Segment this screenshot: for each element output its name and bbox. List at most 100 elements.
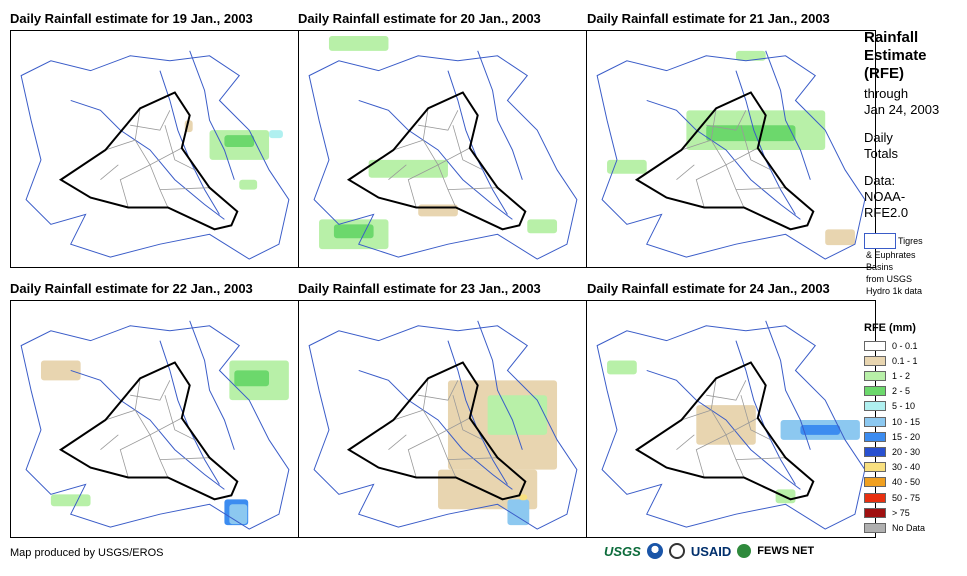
province-boundary: [100, 434, 119, 451]
river: [646, 369, 801, 490]
legend-label: > 75: [892, 507, 910, 518]
legend-item: 0 - 0.1: [864, 340, 918, 351]
province-boundary: [447, 187, 498, 191]
legend-item: 50 - 75: [864, 492, 920, 503]
basin-line-3: Basins: [866, 262, 894, 272]
legend-swatch: [864, 446, 886, 457]
province-boundary: [418, 380, 459, 401]
province-boundary: [706, 380, 747, 401]
province-boundary: [149, 434, 169, 478]
legend-swatch: [864, 355, 886, 366]
daily-line-1: Daily: [864, 130, 893, 145]
data-line-1: Data:: [864, 173, 896, 188]
province-boundary: [159, 187, 210, 191]
rainfall-area: [800, 424, 841, 435]
province-boundary: [130, 110, 171, 131]
country-boundary: [346, 361, 527, 501]
legend-swatch: [864, 522, 886, 533]
legend-label: 20 - 30: [892, 446, 921, 457]
river: [358, 99, 513, 220]
province-boundary: [725, 164, 745, 208]
province-boundary: [100, 164, 119, 181]
basin-boundary: [308, 325, 578, 530]
river: [646, 99, 801, 220]
river: [477, 50, 523, 180]
rainfall-map-20: [298, 30, 588, 268]
usgs-logo: USGS: [604, 543, 641, 559]
rainfall-map-22: [10, 300, 300, 538]
country-boundary: [58, 361, 239, 501]
rainfall-map-23: [298, 300, 588, 538]
rainfall-area: [224, 135, 255, 148]
rainfall-map-24: [586, 300, 876, 538]
basin-boundary: [308, 55, 578, 260]
rainfall-area: [40, 360, 81, 381]
river: [159, 340, 220, 485]
basin-line-5: Hydro 1k data: [866, 286, 923, 296]
province-boundary: [735, 187, 786, 191]
province-boundary: [695, 164, 727, 208]
rainfall-area: [234, 370, 270, 387]
panel-title-20: Daily Rainfall estimate for 20 Jan., 200…: [298, 11, 541, 26]
province-boundary: [164, 125, 195, 171]
fews-net-logo: FEWS NET: [757, 545, 815, 557]
province-boundary: [710, 378, 758, 436]
basin-boundary: [596, 55, 866, 260]
province-boundary: [681, 139, 712, 151]
river: [447, 70, 508, 215]
data-line-3: RFE2.0: [864, 205, 909, 220]
province-boundary: [393, 409, 424, 421]
legend-item: 2 - 5: [864, 386, 910, 397]
province-boundary: [407, 164, 439, 208]
map-credit: Map produced by USGS/EROS: [10, 547, 164, 559]
province-boundary: [388, 164, 407, 181]
legend-swatch: [864, 401, 886, 412]
legend-swatch: [864, 386, 886, 397]
river: [70, 99, 225, 220]
basin-label-rest: & Euphrates Basins from USGS Hydro 1k da…: [866, 249, 922, 297]
basin-line-2: & Euphrates: [866, 250, 916, 260]
province-boundary: [388, 434, 407, 451]
province-boundary: [452, 395, 483, 441]
legend-swatch: [864, 370, 886, 381]
legend-item: 40 - 50: [864, 477, 920, 488]
legend-item: 1 - 2: [864, 370, 910, 381]
side-daily: Daily Totals: [864, 130, 898, 162]
legend-item: 5 - 10: [864, 401, 915, 412]
legend-label: 40 - 50: [892, 477, 921, 488]
panel-title-22: Daily Rainfall estimate for 22 Jan., 200…: [10, 281, 253, 296]
legend-swatch: [864, 431, 886, 442]
province-boundary: [164, 395, 195, 441]
province-boundary: [676, 434, 695, 451]
river: [189, 320, 235, 450]
province-boundary: [407, 434, 439, 478]
legend-item: 20 - 30: [864, 446, 920, 457]
through-label: through: [864, 86, 909, 101]
province-boundary: [134, 108, 182, 166]
country-boundary: [634, 361, 815, 501]
country-boundary: [634, 91, 815, 231]
legend-label: 15 - 20: [892, 431, 921, 442]
province-boundary: [695, 434, 727, 478]
rainfall-area: [607, 159, 647, 174]
river: [70, 369, 225, 490]
province-boundary: [149, 164, 169, 208]
legend-label: 2 - 5: [892, 386, 911, 397]
rainfall-area: [735, 50, 766, 61]
river: [189, 50, 235, 180]
rainfall-area: [527, 219, 558, 234]
rainfall-area: [696, 405, 756, 445]
province-boundary: [105, 409, 136, 421]
rainfall-area: [519, 494, 528, 501]
legend-swatch: [864, 507, 886, 518]
rainfall-area: [607, 360, 637, 375]
panel-title-23: Daily Rainfall estimate for 23 Jan., 200…: [298, 281, 541, 296]
legend-label: 1 - 2: [892, 370, 911, 381]
basin-boundary: [20, 325, 290, 530]
panel-title-19: Daily Rainfall estimate for 19 Jan., 200…: [10, 11, 253, 26]
rainfall-area: [418, 204, 458, 217]
rainfall-map-19: [10, 30, 300, 268]
province-boundary: [447, 457, 498, 461]
country-boundary: [346, 91, 527, 231]
agency-logos: USGS USAID FEWS NET: [604, 543, 814, 559]
